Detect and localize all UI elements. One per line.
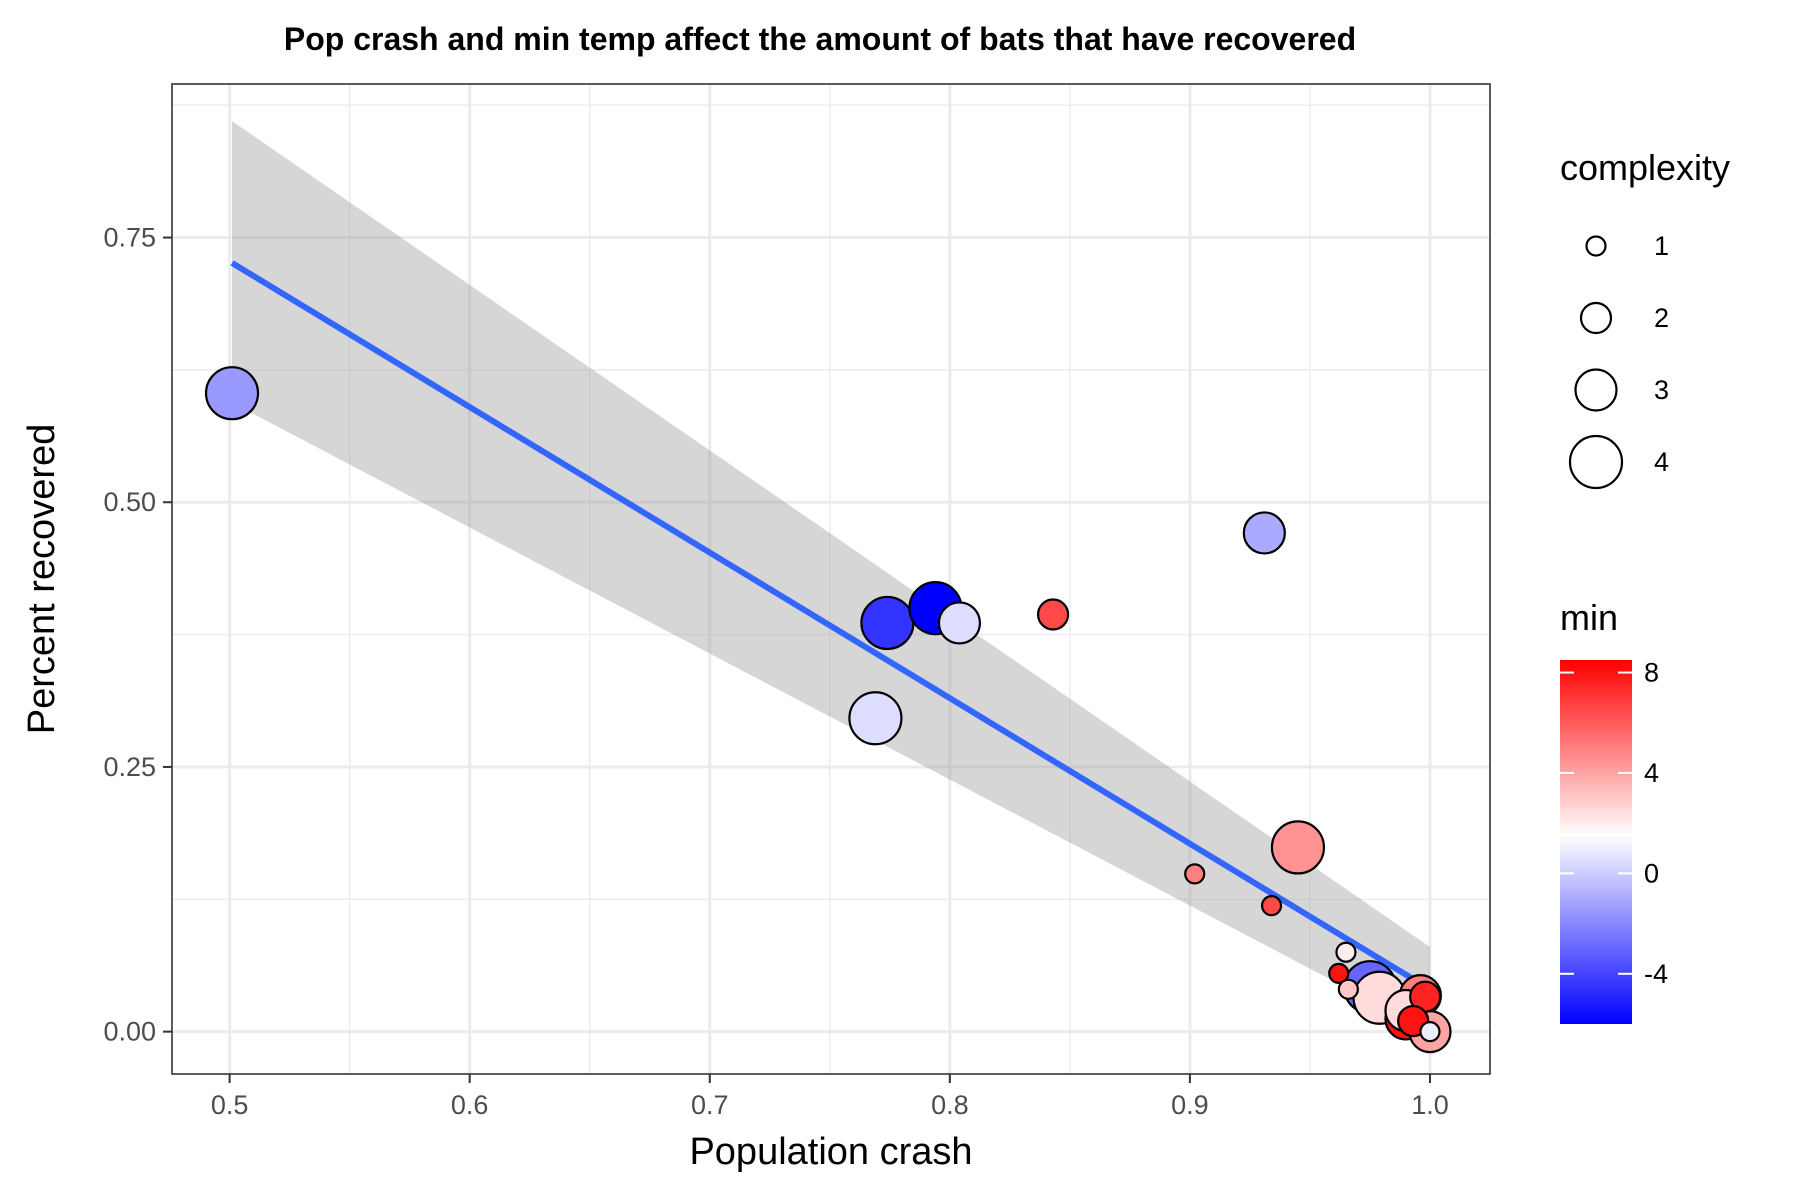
data-point (1036, 598, 1070, 631)
y-tick-label: 0.00 (103, 1017, 156, 1047)
color-legend-bar (1560, 660, 1632, 1024)
data-point (1260, 895, 1283, 917)
y-axis-title: Percent recovered (21, 424, 63, 735)
color-legend-title: min (1560, 597, 1618, 638)
data-point (848, 691, 903, 746)
x-tick-label: 0.7 (691, 1090, 729, 1120)
data-point (1184, 863, 1206, 885)
x-tick-label: 0.5 (211, 1090, 249, 1120)
y-tick-label: 0.25 (103, 752, 156, 782)
data-point (204, 366, 260, 421)
data-point (1328, 962, 1350, 985)
size-legend-label: 4 (1654, 447, 1669, 477)
data-point (1419, 1021, 1441, 1043)
grid-major (172, 84, 1490, 1074)
size-legend-label: 3 (1654, 375, 1669, 405)
color-legend: 8 4 0 -4 (1560, 658, 1668, 989)
color-legend-label: 8 (1644, 658, 1659, 688)
size-legend-label: 1 (1654, 231, 1669, 261)
y-tick-label: 0.50 (103, 487, 156, 517)
x-tick-label: 0.6 (451, 1090, 489, 1120)
x-tick-label: 0.9 (1171, 1090, 1209, 1120)
size-legend-key (1585, 235, 1607, 257)
color-legend-label: -4 (1644, 959, 1668, 989)
data-point (1242, 511, 1286, 555)
data-point (1270, 820, 1326, 875)
size-legend-key (1568, 434, 1624, 490)
size-legend-title: complexity (1560, 147, 1730, 188)
size-legend-key (1579, 301, 1613, 335)
data-point (1335, 941, 1357, 963)
trend-line (230, 260, 1432, 992)
x-axis-title: Population crash (689, 1131, 972, 1173)
x-tick-label: 1.0 (1411, 1090, 1449, 1120)
size-legend: 1 2 3 4 (1568, 231, 1669, 490)
x-axis: 0.5 0.6 0.7 0.8 0.9 1.0 (211, 1074, 1449, 1120)
y-tick-label: 0.75 (103, 223, 156, 253)
confidence-band (232, 121, 1430, 1032)
chart-title: Pop crash and min temp affect the amount… (284, 21, 1356, 57)
y-axis: 0.00 0.25 0.50 0.75 (103, 223, 172, 1047)
color-legend-label: 0 (1644, 858, 1659, 888)
data-point (1337, 978, 1359, 1000)
data-points (204, 366, 1452, 1054)
data-point (937, 601, 982, 645)
x-tick-label: 0.8 (931, 1090, 969, 1120)
size-legend-label: 2 (1654, 303, 1669, 333)
plot-border (171, 83, 1491, 1075)
size-legend-key (1574, 368, 1618, 412)
color-legend-label: 4 (1644, 758, 1659, 788)
data-point (860, 595, 915, 651)
